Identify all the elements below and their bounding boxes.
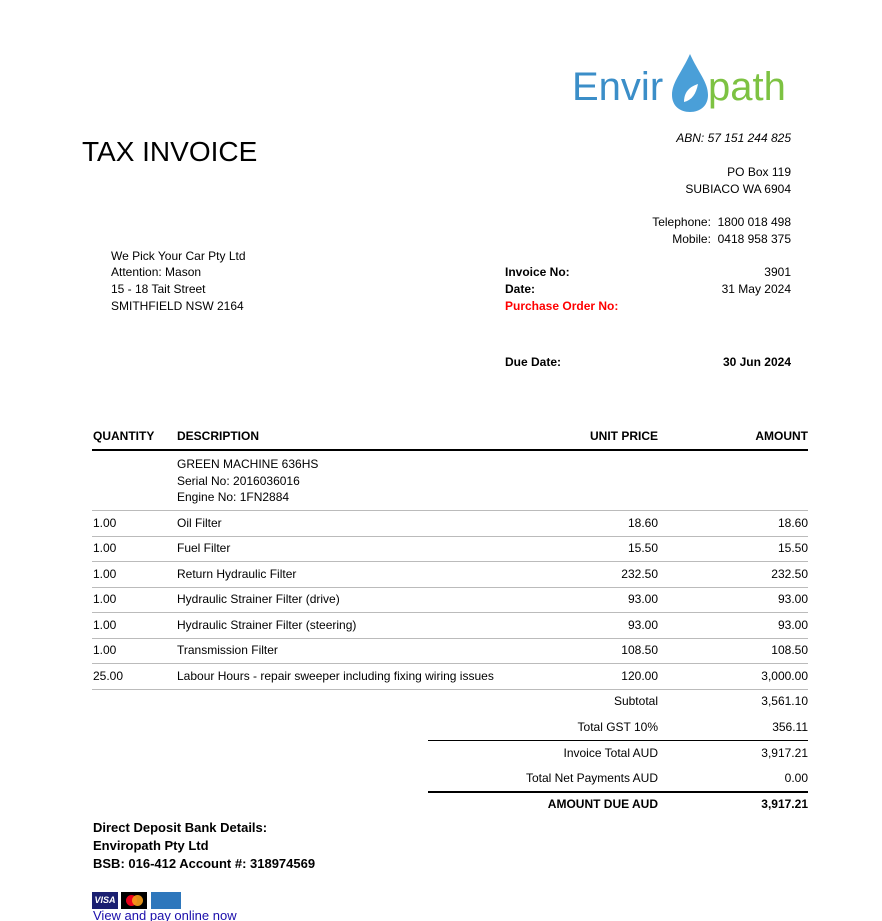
due-date-label: Due Date: [505, 355, 562, 369]
customer-name: We Pick Your Car Pty Ltd [111, 249, 246, 263]
date-label: Date: [505, 282, 536, 296]
total-divider [428, 791, 808, 793]
row-description: Oil Filter [177, 516, 222, 530]
total-value: 0.00 [784, 771, 808, 785]
row-divider [92, 561, 808, 562]
row-quantity: 1.00 [93, 643, 117, 657]
header-unit-price: UNIT PRICE [589, 429, 658, 443]
header-description: DESCRIPTION [177, 429, 260, 443]
total-divider [428, 740, 808, 741]
total-value: 356.11 [772, 720, 808, 734]
mobile-value: 0418 958 375 [717, 232, 791, 246]
row-description: Hydraulic Strainer Filter (drive) [177, 592, 340, 606]
page-title: TAX INVOICE [82, 136, 258, 167]
total-label: Total GST 10% [577, 720, 658, 734]
address-line-1: PO Box 119 [727, 165, 791, 179]
visa-icon: VISA [92, 892, 118, 909]
enviropath-logo: Envir path [572, 54, 786, 112]
total-label: Subtotal [613, 694, 658, 708]
header-divider [92, 449, 808, 451]
row-unit-price: 93.00 [627, 618, 658, 632]
row-unit-price: 120.00 [621, 669, 658, 683]
bank-account: BSB: 016-412 Account #: 318974569 [93, 856, 316, 871]
total-value: 3,561.10 [761, 694, 808, 708]
customer-city: SMITHFIELD NSW 2164 [111, 299, 244, 313]
row-divider [92, 689, 808, 690]
intro-line: GREEN MACHINE 636HS [177, 457, 319, 471]
row-quantity: 1.00 [93, 592, 117, 606]
invoice-no-label: Invoice No: [505, 265, 570, 279]
bank-heading: Direct Deposit Bank Details: [93, 820, 268, 835]
row-unit-price: 15.50 [627, 541, 658, 555]
row-amount: 18.60 [777, 516, 808, 530]
bank-name: Enviropath Pty Ltd [93, 838, 209, 853]
row-amount: 108.50 [771, 643, 808, 657]
row-quantity: 1.00 [93, 516, 117, 530]
row-description: Return Hydraulic Filter [177, 567, 297, 581]
row-description: Transmission Filter [177, 643, 278, 657]
row-amount: 93.00 [777, 592, 808, 606]
total-label: Invoice Total AUD [563, 746, 659, 760]
total-label: AMOUNT DUE AUD [547, 797, 658, 811]
customer-attention: Attention: Mason [111, 265, 202, 279]
customer-street: 15 - 18 Tait Street [111, 282, 206, 296]
intro-line: Engine No: 1FN2884 [177, 490, 290, 504]
row-divider [92, 612, 808, 613]
row-quantity: 1.00 [93, 567, 117, 581]
row-quantity: 1.00 [93, 618, 117, 632]
row-quantity: 25.00 [93, 669, 124, 683]
row-unit-price: 18.60 [627, 516, 658, 530]
row-divider [92, 663, 808, 664]
telephone-label: Telephone: [652, 215, 711, 229]
total-label: Total Net Payments AUD [525, 771, 658, 785]
telephone-value: 1800 018 498 [717, 215, 791, 229]
total-value: 3,917.21 [761, 797, 808, 811]
header-amount: AMOUNT [755, 429, 808, 443]
intro-line: Serial No: 2016036016 [177, 474, 300, 488]
mastercard-icon [121, 892, 147, 909]
row-unit-price: 93.00 [627, 592, 658, 606]
mobile-label: Mobile: [672, 232, 711, 246]
pay-online-link[interactable]: View and pay online now [93, 908, 237, 921]
header-quantity: QUANTITY [93, 429, 155, 443]
row-divider [92, 536, 808, 537]
due-date: 30 Jun 2024 [722, 355, 791, 369]
abn: ABN: 57 151 244 825 [676, 131, 791, 145]
invoice-date: 31 May 2024 [721, 282, 791, 296]
purchase-order-label: Purchase Order No: [505, 299, 619, 313]
row-unit-price: 232.50 [621, 567, 658, 581]
svg-text:Envir: Envir [572, 65, 663, 109]
row-divider [92, 587, 808, 588]
row-divider [92, 638, 808, 639]
row-unit-price: 108.50 [621, 643, 658, 657]
address-line-2: SUBIACO WA 6904 [685, 182, 791, 196]
mobile: Mobile: 0418 958 375 [672, 232, 791, 247]
svg-text:path: path [708, 65, 786, 109]
row-description: Hydraulic Strainer Filter (steering) [177, 618, 357, 632]
invoice-no: 3901 [764, 265, 791, 279]
row-divider [92, 510, 808, 511]
row-description: Fuel Filter [177, 541, 231, 555]
row-amount: 15.50 [777, 541, 808, 555]
total-value: 3,917.21 [761, 746, 808, 760]
row-description: Labour Hours - repair sweeper including … [177, 669, 494, 683]
row-quantity: 1.00 [93, 541, 117, 555]
amex-icon [151, 892, 181, 909]
row-amount: 232.50 [771, 567, 808, 581]
telephone: Telephone: 1800 018 498 [652, 215, 791, 230]
row-amount: 3,000.00 [761, 669, 808, 683]
row-amount: 93.00 [777, 618, 808, 632]
